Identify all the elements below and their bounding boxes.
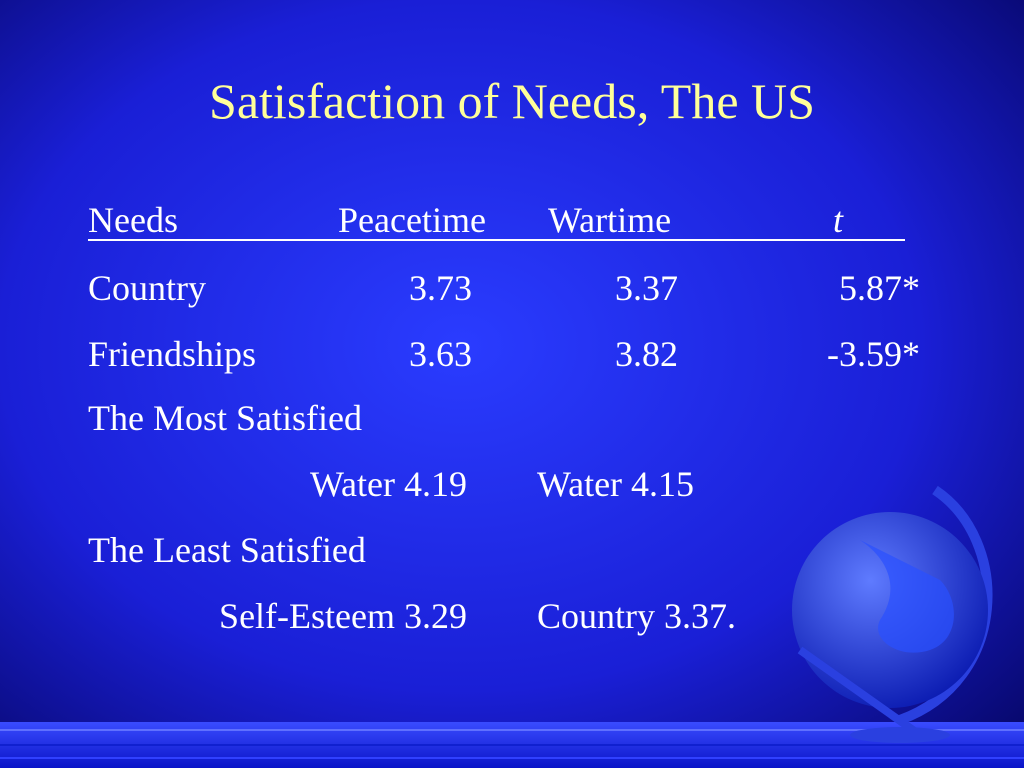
header-cell: t xyxy=(833,200,844,240)
peacetime-item: Self-Esteem 3.29 xyxy=(219,596,467,636)
bottom-stripe xyxy=(0,722,1024,768)
table-cell: 3.73 xyxy=(409,268,472,308)
wartime-item: Country 3.37. xyxy=(537,596,736,636)
slide-title: Satisfaction of Needs, The US xyxy=(209,73,815,129)
table-cell: 3.37 xyxy=(615,268,678,308)
section-label: The Most Satisfied xyxy=(88,398,362,438)
wartime-item: Water 4.15 xyxy=(537,464,694,504)
table-cell: 5.87* xyxy=(839,268,920,308)
header-cell: Needs xyxy=(88,200,178,240)
globe-icon xyxy=(792,485,993,743)
table-cell: Country xyxy=(88,268,206,308)
header-cell: Wartime xyxy=(548,200,671,240)
table-cell: Friendships xyxy=(88,334,256,374)
table-cell: -3.59* xyxy=(827,334,920,374)
section-label: The Least Satisfied xyxy=(88,530,366,570)
table: Needs Peacetime Wartime t Country 3.73 3.37 5.8… xyxy=(88,200,920,636)
peacetime-item: Water 4.19 xyxy=(310,464,467,504)
header-cell: Peacetime xyxy=(338,200,486,240)
table-cell: 3.82 xyxy=(615,334,678,374)
table-cell: 3.63 xyxy=(409,334,472,374)
